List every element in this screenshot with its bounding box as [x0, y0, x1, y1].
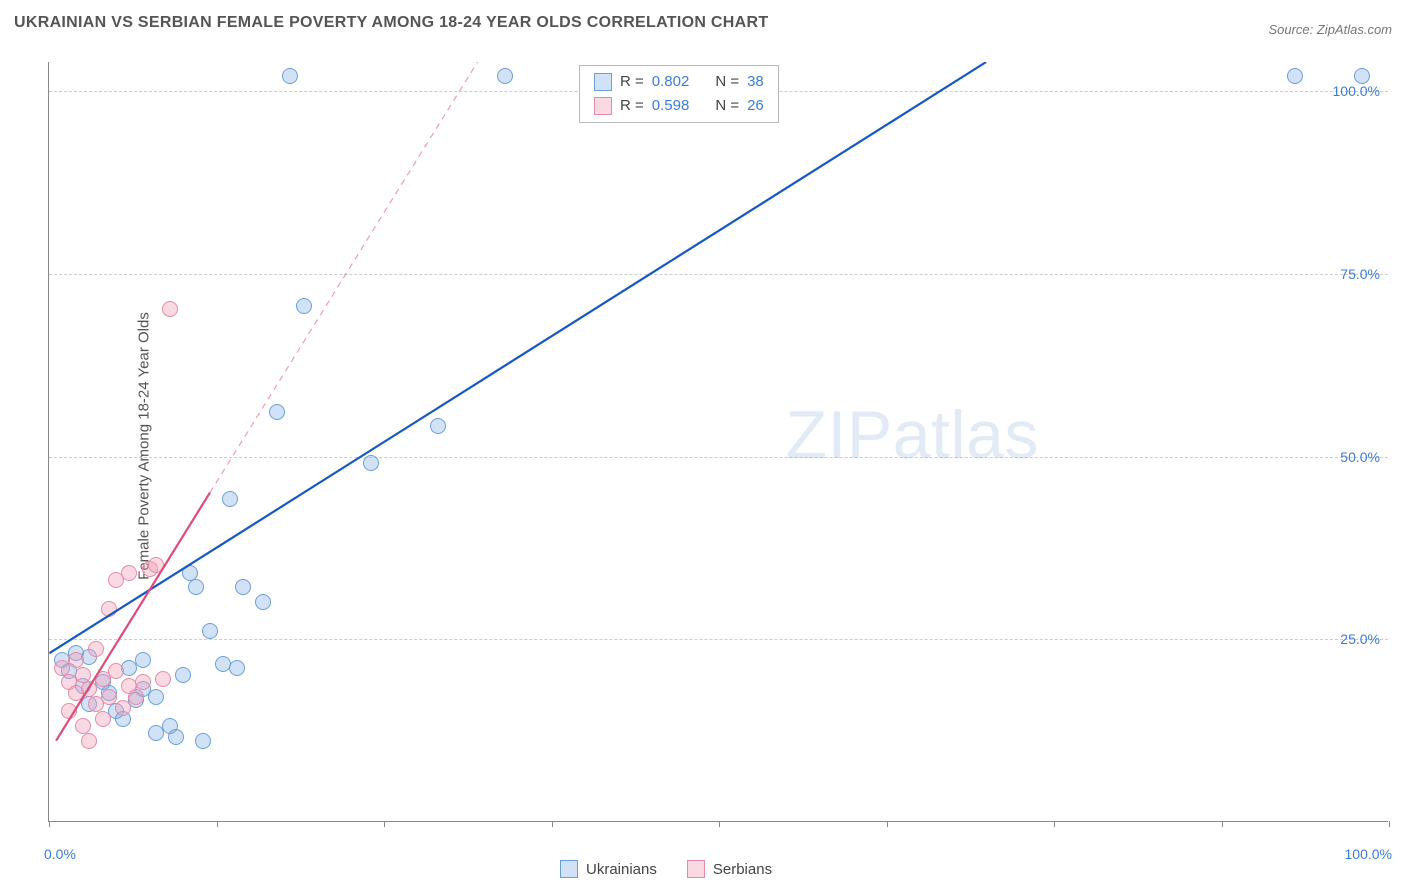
stats-n-label: N = [715, 70, 739, 94]
scatter-point [135, 674, 151, 690]
x-tick [49, 821, 50, 827]
x-tick [217, 821, 218, 827]
scatter-point [121, 565, 137, 581]
scatter-point [75, 718, 91, 734]
legend-label: Ukrainians [586, 861, 657, 878]
stats-n-value: 38 [747, 70, 764, 94]
scatter-point [188, 579, 204, 595]
x-tick [1222, 821, 1223, 827]
scatter-point [148, 689, 164, 705]
stats-r-label: R = [620, 70, 644, 94]
scatter-point [175, 667, 191, 683]
x-tick [887, 821, 888, 827]
scatter-point [68, 652, 84, 668]
plot-area: R = 0.802 N = 38 R = 0.598 N = 26 ZIPatlas 25.0… [48, 62, 1388, 822]
scatter-point [1354, 68, 1370, 84]
chart-container: UKRAINIAN VS SERBIAN FEMALE POVERTY AMON… [0, 0, 1406, 892]
legend-item: Ukrainians [560, 860, 657, 878]
legend-swatch [687, 860, 705, 878]
scatter-point [95, 711, 111, 727]
stats-r-value: 0.802 [652, 70, 690, 94]
scatter-point [162, 301, 178, 317]
stats-row: R = 0.802 N = 38 [594, 70, 764, 94]
x-axis-max-label: 100.0% [1345, 846, 1392, 862]
stats-n-label: N = [715, 94, 739, 118]
x-tick [719, 821, 720, 827]
scatter-point [269, 404, 285, 420]
scatter-point [101, 601, 117, 617]
scatter-point [363, 455, 379, 471]
source-label: Source: ZipAtlas.com [1268, 22, 1392, 37]
scatter-point [430, 418, 446, 434]
stats-r-label: R = [620, 94, 644, 118]
x-tick [1054, 821, 1055, 827]
scatter-point [148, 557, 164, 573]
regression-lines-svg [49, 62, 1388, 821]
scatter-point [168, 729, 184, 745]
legend-label: Serbians [713, 861, 772, 878]
scatter-point [88, 641, 104, 657]
y-tick-label: 75.0% [1340, 266, 1380, 282]
stats-swatch [594, 97, 612, 115]
stats-row: R = 0.598 N = 26 [594, 94, 764, 118]
scatter-point [235, 579, 251, 595]
scatter-point [81, 681, 97, 697]
legend-swatch [560, 860, 578, 878]
scatter-point [229, 660, 245, 676]
scatter-point [135, 652, 151, 668]
scatter-point [296, 298, 312, 314]
scatter-point [182, 565, 198, 581]
scatter-point [282, 68, 298, 84]
legend: Ukrainians Serbians [560, 860, 772, 878]
scatter-point [128, 689, 144, 705]
scatter-point [75, 667, 91, 683]
watermark-atlas: atlas [893, 397, 1039, 473]
scatter-point [115, 700, 131, 716]
scatter-point [61, 703, 77, 719]
legend-item: Serbians [687, 860, 772, 878]
stats-n-value: 26 [747, 94, 764, 118]
scatter-point [108, 663, 124, 679]
stats-swatch [594, 73, 612, 91]
gridline [49, 639, 1388, 640]
y-tick-label: 25.0% [1340, 631, 1380, 647]
scatter-point [202, 623, 218, 639]
scatter-point [255, 594, 271, 610]
x-tick [552, 821, 553, 827]
scatter-point [101, 689, 117, 705]
scatter-point [222, 491, 238, 507]
stats-r-value: 0.598 [652, 94, 690, 118]
gridline [49, 274, 1388, 275]
gridline [49, 457, 1388, 458]
watermark: ZIPatlas [785, 396, 1038, 474]
y-tick-label: 50.0% [1340, 449, 1380, 465]
scatter-point [81, 733, 97, 749]
scatter-point [497, 68, 513, 84]
stats-box: R = 0.802 N = 38 R = 0.598 N = 26 [579, 65, 779, 123]
x-axis-min-label: 0.0% [44, 846, 76, 862]
scatter-point [195, 733, 211, 749]
scatter-point [1287, 68, 1303, 84]
x-tick [1389, 821, 1390, 827]
y-tick-label: 100.0% [1333, 83, 1380, 99]
chart-title: UKRAINIAN VS SERBIAN FEMALE POVERTY AMON… [14, 14, 768, 32]
x-tick [384, 821, 385, 827]
watermark-zip: ZIP [785, 397, 892, 473]
scatter-point [155, 671, 171, 687]
